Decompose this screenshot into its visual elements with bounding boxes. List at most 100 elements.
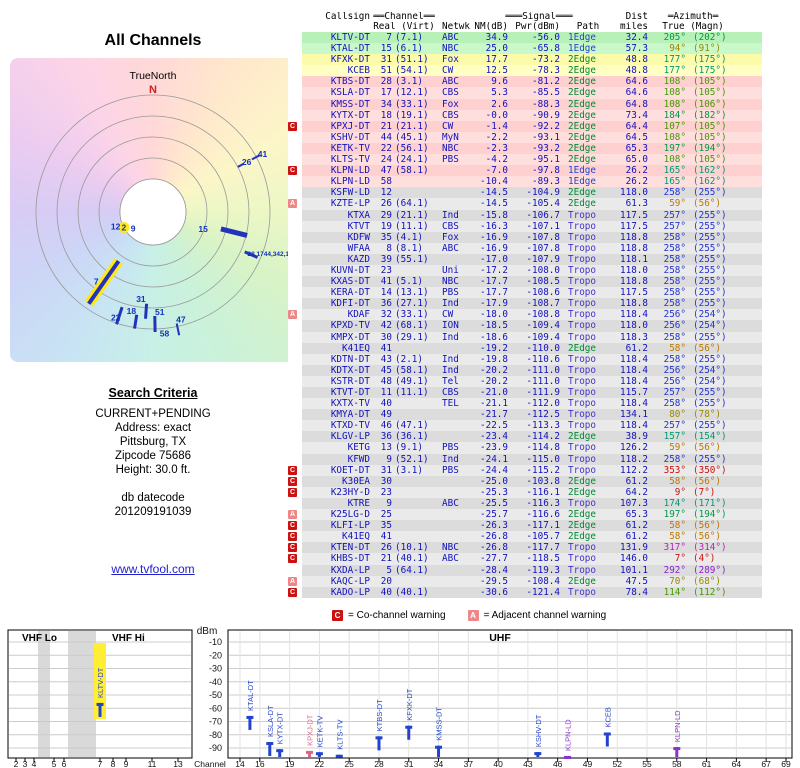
virtual-channel-cell <box>392 476 438 487</box>
col-true-magn: True (Magn) <box>662 22 724 32</box>
radar-title: All Channels <box>104 32 202 49</box>
path-cell: 2Edge <box>568 187 596 199</box>
nm-cell: -18.0 <box>480 309 508 321</box>
dist-cell: 32.4 <box>625 32 648 43</box>
path-cell: Tropo <box>568 364 596 376</box>
dist-cell: 48.8 <box>625 54 648 66</box>
azimuth-true-cell: 258° <box>663 398 686 410</box>
dist-cell: 118.8 <box>620 231 648 243</box>
dist-cell: 112.2 <box>620 464 648 476</box>
azimuth-magn-cell: (255°) <box>693 264 727 276</box>
real-channel-cell: 9 <box>386 497 392 509</box>
nm-cell: -26.8 <box>480 542 508 554</box>
nm-cell: -0.0 <box>485 109 508 121</box>
dist-cell: 118.2 <box>620 453 648 465</box>
pwr-cell: -116.3 <box>526 497 560 509</box>
path-cell: 1Edge <box>568 43 596 55</box>
real-channel-cell: 24 <box>380 154 392 166</box>
virtual-channel-cell: (2.1) <box>395 353 423 365</box>
dist-cell: 146.0 <box>620 553 648 565</box>
azimuth-true-cell: 353° <box>663 464 686 476</box>
dist-cell: 117.5 <box>620 220 648 232</box>
real-channel-cell: 39 <box>380 253 392 265</box>
real-channel-cell: 15 <box>380 43 392 55</box>
callsign-cell: KTEN-DT <box>330 542 370 554</box>
dist-cell: 134.1 <box>620 409 648 421</box>
svg-text:14: 14 <box>235 759 245 768</box>
azimuth-magn-cell: (56°) <box>693 342 721 354</box>
svg-text:9: 9 <box>124 759 129 768</box>
network-cell <box>442 476 470 487</box>
warning-cell <box>288 32 302 44</box>
callsign-cell: KLTS-TV <box>330 154 370 166</box>
path-cell: 2Edge <box>568 342 596 354</box>
table-row: KLTV-DT 7 (7.1) ABC 34.9 -56.0 1Edge 32.4 205° (2… <box>288 32 762 44</box>
svg-text:18: 18 <box>127 306 137 316</box>
table-row: KCEB 51 (54.1) CW 12.5 -78.3 2Edge 48.8 177° (175… <box>288 65 762 77</box>
path-cell: Tropo <box>568 242 596 254</box>
warning-cell <box>288 253 302 265</box>
azimuth-true-cell: 256° <box>663 375 686 387</box>
station-marker-KSHV-DT: KSHV-DT <box>534 714 543 757</box>
dist-cell: 118.4 <box>620 309 648 321</box>
virtual-channel-cell: (40.1) <box>395 553 429 565</box>
azimuth-true-cell: 108° <box>663 87 686 99</box>
svg-text:-10: -10 <box>209 637 222 647</box>
real-channel-cell: 23 <box>380 486 392 498</box>
dist-cell: 57.3 <box>625 43 648 55</box>
tvfool-link[interactable]: www.tvfool.com <box>111 562 195 576</box>
azimuth-true-cell: 165° <box>663 176 686 188</box>
virtual-channel-cell: (45.1) <box>395 131 429 143</box>
path-cell: 2Edge <box>568 154 596 166</box>
dist-cell: 65.3 <box>625 142 648 154</box>
network-cell: Ind <box>442 331 459 343</box>
station-marker-KPXJ-DT: KPXJ-DT <box>305 714 314 757</box>
virtual-channel-cell: (24.1) <box>395 154 429 166</box>
warning-cell: C <box>288 486 302 498</box>
azimuth-true-cell: 58° <box>669 475 686 487</box>
table-row: KXTX-TV 40 TEL -21.1 -112.0 Tropo 118.4 258° (25… <box>288 398 762 410</box>
azimuth-magn-cell: (255°) <box>693 287 727 299</box>
real-channel-cell: 47 <box>380 165 392 177</box>
virtual-channel-cell: (49.1) <box>395 375 429 387</box>
nm-cell: -18.5 <box>480 320 508 332</box>
pwr-cell: -93.2 <box>532 142 560 154</box>
azimuth-true-cell: 184° <box>663 109 686 121</box>
criteria-line: CURRENT+PENDING <box>95 408 211 420</box>
nm-cell: -22.5 <box>480 420 508 432</box>
azimuth-magn-cell: (56°) <box>693 198 721 210</box>
warning-cell <box>288 320 302 332</box>
adjacent-channel-warning-badge: A <box>288 199 297 209</box>
callsign-cell: KXDA-LP <box>330 564 370 576</box>
callsign-cell: KERA-DT <box>330 287 370 299</box>
adjacent-channel-warning-badge: A <box>288 510 297 520</box>
azimuth-magn-cell: (255°) <box>693 231 727 243</box>
adjacent-channel-warning-badge: A <box>288 310 297 320</box>
real-channel-cell: 32 <box>380 309 392 321</box>
warning-cell: A <box>288 198 302 210</box>
station-marker-KLTS-TV: KLTS-TV <box>335 719 344 758</box>
callsign-cell: K30EA <box>342 475 370 487</box>
callsign-cell: KTRE <box>347 497 370 509</box>
real-channel-cell: 43 <box>380 353 392 365</box>
warning-cell: A <box>288 509 302 521</box>
nm-cell: 5.3 <box>491 87 508 99</box>
dist-cell: 78.4 <box>625 586 648 598</box>
real-channel-cell: 30 <box>380 475 392 487</box>
real-channel-cell: 36 <box>380 431 392 443</box>
real-channel-cell: 35 <box>380 231 392 243</box>
svg-text:26: 26 <box>242 157 252 167</box>
azimuth-magn-cell: (255°) <box>693 398 727 410</box>
path-cell: Tropo <box>568 398 596 410</box>
uhf-label: UHF <box>489 632 511 644</box>
azimuth-true-cell: 258° <box>663 287 686 299</box>
legend-text: = Adjacent channel warning <box>483 610 607 621</box>
callsign-cell: KPXJ-DT <box>330 120 370 132</box>
dist-cell: 38.9 <box>625 431 648 443</box>
real-channel-cell: 29 <box>380 209 392 221</box>
real-channel-cell: 35 <box>380 520 392 532</box>
real-channel-cell: 31 <box>380 54 392 66</box>
svg-text:-90: -90 <box>209 743 222 753</box>
callsign-cell: KSLA-DT <box>330 87 370 99</box>
virtual-channel-cell: (11.1) <box>395 387 429 398</box>
